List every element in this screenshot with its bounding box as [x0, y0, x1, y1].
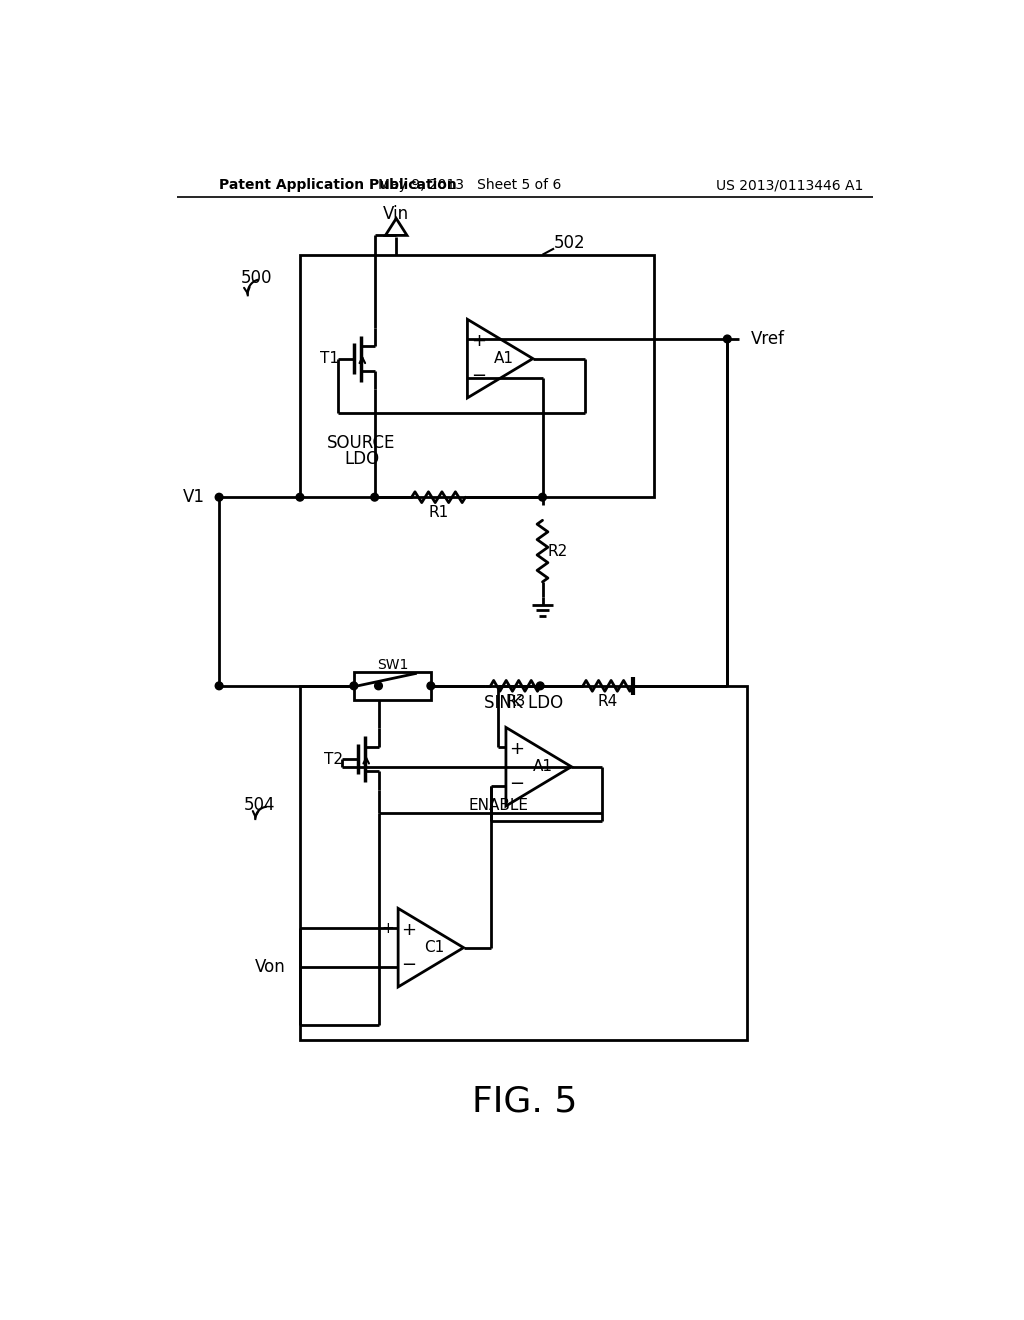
- Text: SW1: SW1: [377, 659, 408, 672]
- Circle shape: [296, 494, 304, 502]
- Circle shape: [537, 682, 544, 690]
- Text: T2: T2: [324, 751, 343, 767]
- Text: 504: 504: [244, 796, 275, 814]
- Text: ENABLE: ENABLE: [468, 797, 528, 813]
- Text: 500: 500: [241, 269, 271, 286]
- Text: C1: C1: [425, 940, 444, 956]
- Circle shape: [375, 682, 382, 690]
- Text: May 9, 2013   Sheet 5 of 6: May 9, 2013 Sheet 5 of 6: [378, 178, 561, 193]
- Bar: [300, 686, 746, 1040]
- Circle shape: [215, 682, 223, 690]
- Text: FIG. 5: FIG. 5: [472, 1085, 578, 1118]
- Text: +: +: [401, 921, 417, 939]
- Text: V1: V1: [183, 488, 205, 506]
- Text: Von: Von: [255, 958, 286, 977]
- Text: A1: A1: [532, 759, 553, 775]
- Text: 502: 502: [554, 234, 586, 252]
- Text: −: −: [471, 367, 485, 385]
- Text: T1: T1: [319, 351, 339, 366]
- Bar: [300, 255, 654, 498]
- Text: Vin: Vin: [383, 205, 410, 223]
- Text: SINK LDO: SINK LDO: [483, 694, 563, 711]
- Text: +: +: [381, 920, 394, 936]
- Text: SOURCE: SOURCE: [328, 434, 395, 453]
- Text: +: +: [471, 331, 485, 350]
- Bar: [354, 672, 431, 700]
- Text: Vref: Vref: [751, 330, 784, 348]
- Circle shape: [539, 494, 547, 502]
- Text: −: −: [381, 960, 394, 974]
- Circle shape: [427, 682, 435, 690]
- Text: LDO: LDO: [344, 450, 379, 467]
- Text: US 2013/0113446 A1: US 2013/0113446 A1: [716, 178, 863, 193]
- Circle shape: [371, 494, 379, 502]
- Text: +: +: [509, 741, 524, 758]
- Circle shape: [350, 682, 357, 690]
- Text: R2: R2: [548, 544, 568, 558]
- Text: R4: R4: [598, 694, 618, 709]
- Text: A1: A1: [494, 351, 514, 366]
- Text: R3: R3: [506, 694, 525, 709]
- Circle shape: [215, 494, 223, 502]
- Text: R1: R1: [428, 506, 449, 520]
- Text: −: −: [509, 775, 524, 793]
- Text: −: −: [401, 956, 417, 974]
- Circle shape: [724, 335, 731, 343]
- Text: Patent Application Publication: Patent Application Publication: [219, 178, 457, 193]
